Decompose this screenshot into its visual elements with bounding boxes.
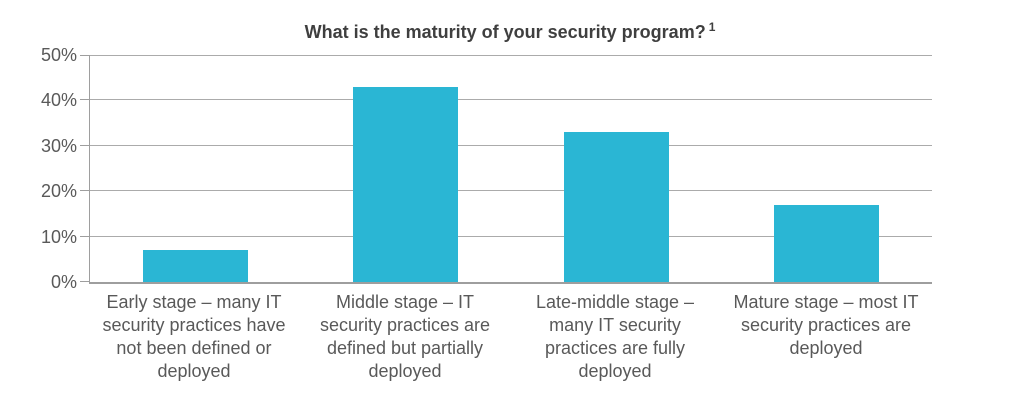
gridline <box>90 236 932 237</box>
chart-title: What is the maturity of your security pr… <box>89 15 931 44</box>
y-axis-tick <box>80 236 90 237</box>
gridline <box>90 190 932 191</box>
y-axis-label: 0% <box>50 272 77 292</box>
bar-4 <box>774 205 879 282</box>
y-axis-tick <box>80 55 90 56</box>
y-axis-label: 40% <box>40 90 77 111</box>
x-axis-category-label: Middle stage – IT security practices are… <box>319 292 491 381</box>
chart-title-text: What is the maturity of your security pr… <box>304 22 706 42</box>
y-axis-label: 20% <box>40 181 77 202</box>
y-axis-tick <box>80 281 90 282</box>
bar-2 <box>353 87 458 282</box>
x-axis-category-label: Early stage – many IT security practices… <box>102 292 286 381</box>
chart-title-superscript: 1 <box>708 20 716 34</box>
bar-1 <box>143 250 248 282</box>
gridline <box>90 99 932 100</box>
x-axis-category-label: Late-middle stage – many IT security pra… <box>535 292 695 381</box>
y-axis-label: 10% <box>40 226 77 247</box>
gridline <box>90 145 932 146</box>
gridline <box>90 55 932 56</box>
y-axis-tick <box>80 99 90 100</box>
bar-3 <box>564 132 669 282</box>
plot-area <box>80 55 932 284</box>
x-axis-category-label: Mature stage – most IT security practice… <box>733 292 919 358</box>
y-axis-tick <box>80 190 90 191</box>
y-axis-label: 50% <box>40 45 77 65</box>
y-axis-tick <box>80 145 90 146</box>
y-axis-label: 30% <box>40 135 77 156</box>
